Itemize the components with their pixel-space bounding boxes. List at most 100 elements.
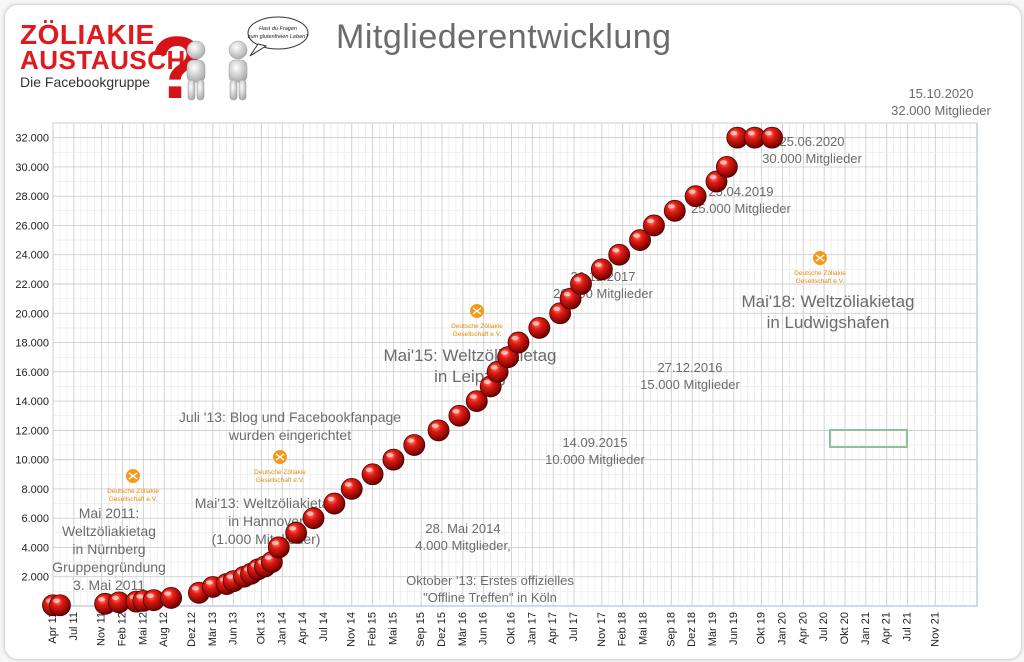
data-point-ball (340, 478, 363, 500)
figure-leg (229, 79, 238, 101)
y-tick-label: 22.000 (15, 279, 49, 291)
data-point-highlight (164, 591, 172, 596)
x-tick-label: Jan 17 (526, 612, 538, 645)
figure-body (186, 59, 206, 83)
annotation-line: in Nürnberg (72, 541, 145, 557)
y-tick-label: 20.000 (15, 308, 49, 320)
annotation-line: in Hannover (228, 513, 304, 529)
data-point (528, 317, 551, 339)
data-point-ball (160, 587, 183, 609)
x-tick-label: Nov 21 (929, 612, 941, 647)
x-tick-label: Jul 11 (68, 612, 80, 641)
data-point-highlight (407, 438, 415, 443)
data-point-ball (302, 507, 325, 530)
speech-bubble-tail (249, 43, 268, 57)
x-tick-label: Jul 17 (568, 612, 580, 641)
x-tick-label: Jul 21 (902, 612, 914, 641)
x-tick-label: Jan 21 (860, 612, 872, 645)
data-point-highlight (191, 586, 199, 591)
data-point-highlight (646, 218, 654, 224)
annotation: 14.09.2015 10.000 Mitglieder (545, 435, 645, 467)
speech-bubble-text: Hast du Fragen (259, 26, 297, 32)
data-point-highlight (667, 204, 675, 209)
data-point-highlight (431, 423, 439, 429)
data-point-highlight (594, 262, 602, 268)
speech-bubble (247, 16, 309, 50)
data-point-highlight (136, 594, 144, 599)
y-tick-label: 28.000 (15, 191, 49, 203)
x-tick-label: Sep 15 (415, 612, 427, 647)
x-tick-label: Mai 12 (137, 612, 149, 645)
x-tick-label: Jun 16 (478, 612, 490, 645)
data-point (160, 587, 183, 609)
data-point-ball (427, 419, 450, 442)
x-tick-label: Okt 16 (506, 612, 518, 644)
data-point-ball (528, 317, 551, 339)
annotation-line: 4.000 Mitglieder, (415, 538, 510, 553)
data-point (761, 126, 783, 149)
legend-box (829, 429, 908, 448)
data-point-ball (663, 199, 686, 222)
data-point (302, 507, 325, 530)
y-tick-label: 30.000 (15, 162, 49, 174)
annotation-line: Gruppengründung (52, 559, 166, 575)
figure-body (228, 59, 248, 83)
x-tick-label: Nov 17 (596, 612, 608, 647)
dzg-seal-mark (128, 472, 138, 480)
annotation-line: 28. Mai 2014 (425, 521, 500, 536)
data-point-ball (507, 331, 530, 354)
y-tick-label: 8.000 (21, 484, 49, 496)
data-point-ball (403, 434, 426, 456)
person-figure-icon (228, 40, 248, 101)
y-tick-label: 2.000 (21, 572, 49, 584)
data-point-ball (448, 404, 471, 427)
dzg-line-1: Deutsche Zöliakie (451, 323, 503, 330)
dzg-line-2: Gesellschaft e.V. (109, 496, 158, 503)
data-point (323, 492, 346, 515)
data-point-highlight (289, 526, 297, 531)
annotation: Juli '13: Blog und Facebookfanpage wurden… (179, 409, 401, 443)
annotation-line: Mai'13: Weltzöliakietag (195, 495, 337, 511)
data-point-highlight (511, 335, 519, 341)
annotation-line: 15.10.2020 (908, 86, 973, 101)
annotation: 28. Mai 2014 4.000 Mitglieder, (415, 521, 510, 553)
data-point (340, 478, 363, 500)
data-point-highlight (612, 248, 620, 253)
x-tick-label: Dez 12 (186, 612, 198, 647)
data-point-highlight (365, 467, 373, 472)
annotation-line: 10.000 Mitglieder (545, 452, 645, 467)
x-tick-label: Nov 14 (346, 612, 358, 647)
data-point-highlight (386, 452, 394, 458)
y-tick-label: 14.000 (15, 396, 49, 408)
data-point-highlight (306, 511, 314, 516)
y-tick-label: 26.000 (15, 220, 49, 232)
annotation-line: Weltzöliakietag (62, 523, 156, 539)
data-point (465, 390, 488, 412)
data-point (570, 273, 592, 295)
x-tick-label: Jan 14 (276, 612, 288, 645)
data-point (643, 214, 665, 237)
data-point-ball (361, 463, 384, 486)
x-tick-label: Aug 12 (158, 612, 170, 647)
data-point-highlight (730, 130, 738, 136)
data-point-highlight (490, 365, 498, 370)
data-point-highlight (327, 496, 335, 502)
annotation: Mai 2011: Weltzöliakietag in Nürnberg Grupp… (52, 505, 166, 593)
data-point-highlight (553, 306, 561, 311)
data-point-ball (643, 214, 665, 237)
data-point-highlight (205, 580, 213, 585)
data-point (108, 591, 130, 614)
data-point-highlight (52, 598, 60, 603)
annotation-line: 15.000 Mitglieder (640, 377, 740, 392)
x-tick-label: Feb 15 (367, 612, 379, 646)
data-point (715, 156, 738, 178)
data-point-highlight (747, 130, 755, 136)
dzg-line-1: Deutsche Zöliakie (254, 469, 306, 476)
figure-leg (238, 79, 247, 101)
x-tick-label: Apr 21 (881, 612, 893, 644)
data-point (663, 199, 686, 222)
figure-head (228, 40, 248, 60)
data-point-ball (590, 258, 613, 281)
